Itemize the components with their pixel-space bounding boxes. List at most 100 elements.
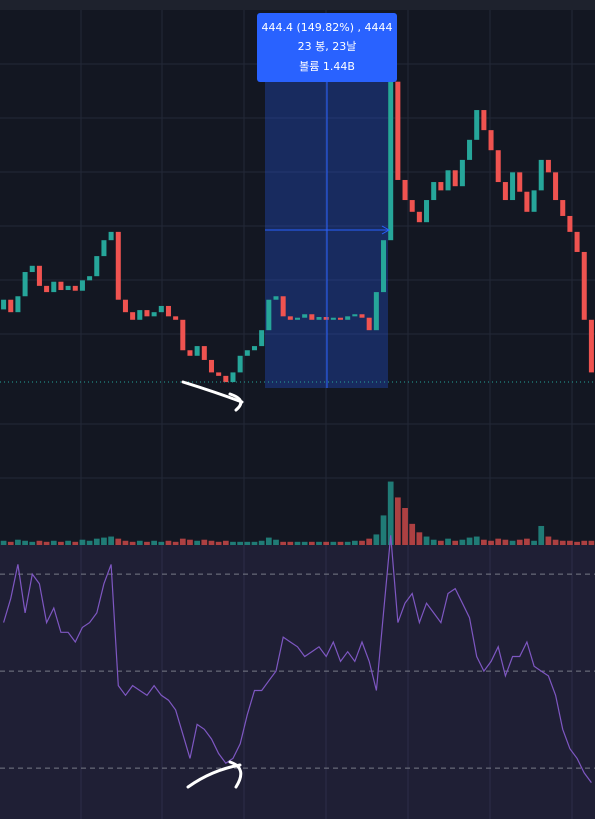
volume-bar [7, 541, 14, 545]
candle-body [474, 110, 480, 140]
volume-bar [0, 540, 7, 545]
volume-bar [373, 534, 380, 545]
volume-bar [559, 540, 566, 545]
volume-bar [222, 540, 229, 545]
candle-body [481, 110, 487, 131]
candle-body [588, 319, 594, 373]
candle-body [402, 179, 408, 201]
volume-bar [531, 540, 537, 545]
candle-body [574, 231, 580, 252]
volume-bar [301, 541, 308, 545]
volume-bar [481, 539, 487, 545]
volume-bar [258, 540, 265, 545]
candle-body [424, 200, 430, 223]
measure-arrow [381, 225, 391, 235]
volume-bar [208, 540, 215, 545]
volume-bar [502, 539, 509, 545]
candle-body [180, 319, 186, 351]
candle-body [187, 350, 193, 356]
candle-body [467, 139, 473, 160]
candle-body [567, 215, 573, 232]
candle-body [44, 285, 50, 293]
candle-body [510, 172, 516, 201]
tooltip-bars: 23 봉, 23날 [298, 40, 357, 53]
candle-body [144, 310, 150, 317]
candle-body [122, 299, 128, 313]
volume-bar [244, 541, 251, 545]
volume-bar [58, 541, 64, 545]
candle-body [416, 211, 422, 223]
candle-body [165, 305, 171, 317]
volume-bar [29, 541, 36, 545]
volume-bar [488, 540, 494, 545]
volume-bar [445, 538, 451, 545]
volume-bar [158, 541, 165, 545]
candle-body [338, 317, 344, 320]
grid [0, 10, 595, 819]
volume-bar [215, 541, 222, 545]
candle-body [173, 316, 179, 320]
candle-body [495, 150, 501, 183]
volume-bar [93, 538, 100, 545]
volume-bar [430, 539, 437, 545]
candle-body [330, 317, 336, 320]
candle-body [352, 314, 358, 317]
volume-bar [538, 525, 545, 545]
candle-body [94, 256, 100, 277]
volume-bar [86, 540, 93, 545]
candle-body [323, 317, 329, 320]
volume-bar [308, 541, 315, 545]
candle-body [251, 346, 257, 351]
volume-bar [144, 541, 150, 545]
candle-body [244, 350, 250, 356]
volume-bar [423, 536, 430, 545]
volume-bar [409, 523, 416, 545]
volume-bar [337, 541, 344, 545]
candle-body [302, 314, 308, 318]
volume-bar [122, 540, 129, 545]
candle-body [581, 251, 587, 320]
volume-bar [165, 540, 172, 545]
volume-bar [351, 540, 358, 545]
volume-bar [366, 538, 373, 545]
volume-bar [359, 540, 365, 545]
candle-body [22, 272, 28, 297]
measure-tooltip [257, 13, 397, 82]
candle-body [309, 314, 315, 320]
candle-body [531, 190, 537, 212]
volume-bar [50, 540, 57, 545]
volume-bar [574, 541, 580, 545]
volume-bar [509, 540, 516, 545]
candle-body [431, 182, 437, 201]
candle-body [194, 346, 200, 356]
candle-body [553, 172, 559, 201]
candle-body [216, 372, 222, 376]
candle-body [287, 316, 293, 320]
volume-bar [65, 540, 71, 545]
volume-bar [552, 539, 559, 545]
volume-bar [101, 537, 107, 545]
candle-body [273, 296, 279, 300]
top-bar [0, 0, 595, 10]
candle-body [101, 240, 107, 257]
candle-body [237, 355, 243, 373]
volume-bar [524, 538, 530, 545]
tooltip-change: 444.4 (149.82%) , 4444 [262, 21, 393, 34]
candle-body [345, 316, 351, 320]
candle-body [517, 172, 523, 192]
volume-bar [452, 540, 459, 545]
oscillator-pane [0, 545, 595, 819]
oscillator-line [3, 535, 592, 783]
candle-body [395, 81, 401, 180]
candle-body [373, 292, 379, 331]
candle-body [79, 280, 85, 291]
candle-body [266, 299, 272, 331]
volume-bar [394, 497, 401, 545]
volume-bar [172, 541, 179, 545]
candle-body [158, 305, 164, 313]
volume-bar [459, 539, 466, 545]
candle-body [108, 231, 114, 241]
tooltip-volume: 볼륨 1.44B [299, 60, 355, 73]
